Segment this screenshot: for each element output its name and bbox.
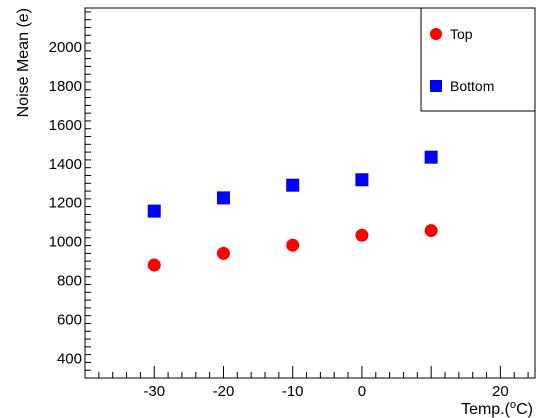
y-tick-label: 1200 xyxy=(49,195,82,212)
x-tick-label: -20 xyxy=(213,383,235,400)
data-point-top xyxy=(147,258,161,272)
data-point-top xyxy=(424,224,438,238)
y-axis-title: Noise Mean (e) xyxy=(15,8,32,117)
y-tick-label: 1000 xyxy=(49,234,82,251)
data-point-top xyxy=(286,238,300,252)
data-point-bottom xyxy=(216,191,230,205)
legend-label-top: Top xyxy=(450,26,473,42)
data-point-top xyxy=(216,246,230,260)
data-point-bottom xyxy=(355,173,369,187)
y-tick-label: 600 xyxy=(57,312,82,329)
y-tick-label: 2000 xyxy=(49,39,82,56)
x-axis-title: Temp.(oC) xyxy=(461,399,533,418)
x-axis-title-superscript: o xyxy=(510,399,516,411)
data-points xyxy=(147,150,438,272)
y-axis-ticks: 400 600 800 1000 1200 1400 1600 1800 2000 xyxy=(49,11,91,379)
plot-frame xyxy=(84,7,536,379)
y-tick-label: 800 xyxy=(57,273,82,290)
y-tick-label: 1800 xyxy=(49,78,82,95)
y-tick-label: 1600 xyxy=(49,117,82,134)
legend-marker-top xyxy=(430,28,442,40)
legend-marker-bottom xyxy=(430,80,442,92)
legend-label-bottom: Bottom xyxy=(450,78,494,94)
data-point-bottom xyxy=(147,204,161,218)
x-tick-label: 20 xyxy=(492,383,509,400)
data-point-top xyxy=(355,228,369,242)
x-tick-label: -10 xyxy=(282,383,304,400)
data-point-bottom xyxy=(424,150,438,164)
legend: Top Bottom xyxy=(420,7,536,112)
x-axis-title-suffix: C) xyxy=(516,401,533,418)
x-axis-ticks: -30 -20 -10 0 20 xyxy=(84,366,529,400)
y-tick-label: 1400 xyxy=(49,156,82,173)
data-point-bottom xyxy=(286,178,300,192)
legend-box xyxy=(420,7,536,112)
x-axis-title-main: Temp.( xyxy=(461,401,511,418)
x-tick-label: -30 xyxy=(143,383,165,400)
x-tick-label: 0 xyxy=(358,383,366,400)
y-tick-label: 400 xyxy=(57,351,82,368)
